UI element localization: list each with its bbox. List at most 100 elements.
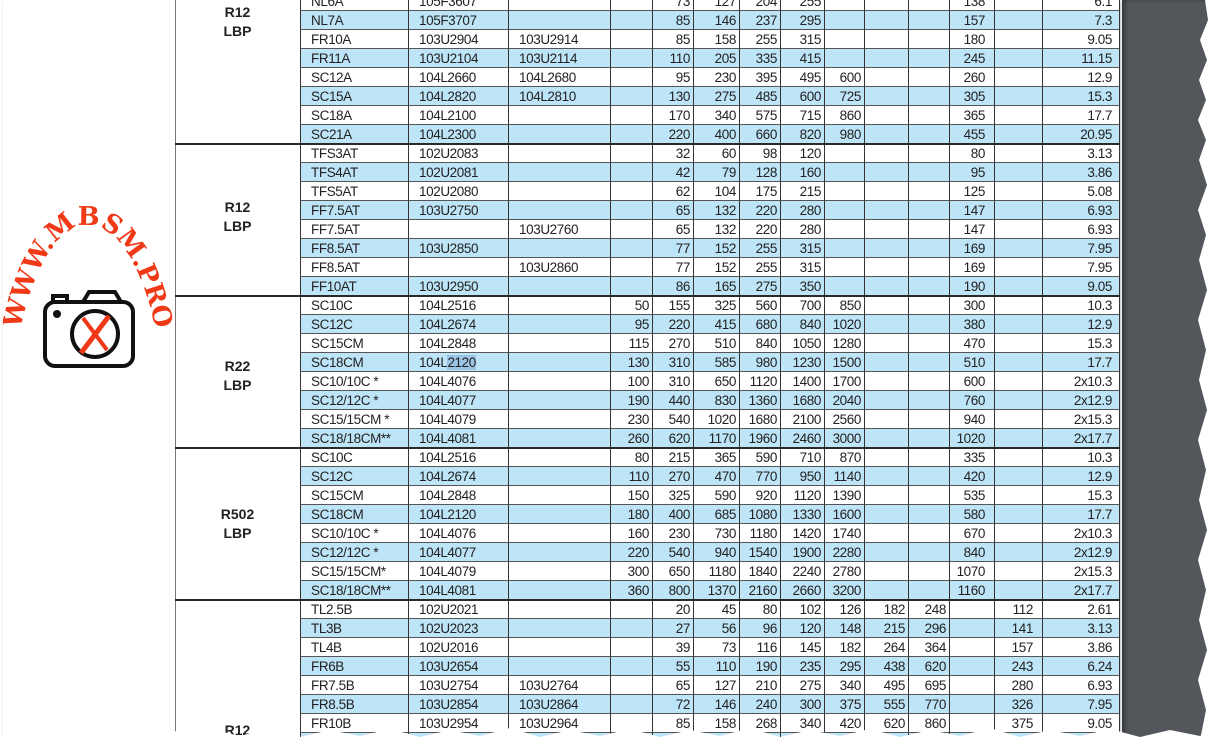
value-cell — [610, 201, 652, 220]
value-cell: 80 — [610, 448, 652, 467]
value-cell: 600 — [949, 372, 994, 391]
value-cell: 860 — [908, 714, 949, 733]
value-cell: 182 — [864, 600, 908, 619]
value-cell: 148 — [824, 619, 864, 638]
value-cell — [864, 391, 908, 410]
value-cell: 840 — [739, 334, 780, 353]
model-cell: SC10C — [300, 448, 408, 467]
value-cell: 310 — [652, 372, 693, 391]
model-cell: FR11A — [300, 49, 408, 68]
code-cell: 103U2114 — [508, 49, 610, 68]
value-cell: 325 — [693, 296, 739, 315]
value-cell: 2560 — [824, 410, 864, 429]
value-cell — [908, 448, 949, 467]
value-cell: 280 — [780, 220, 824, 239]
code-cell: 104L2680 — [508, 68, 610, 87]
value-cell — [610, 11, 652, 30]
code-cell — [408, 258, 508, 277]
code-cell: 104L2820 — [408, 87, 508, 106]
value-cell: 590 — [693, 486, 739, 505]
value-cell — [864, 201, 908, 220]
value-cell: 157 — [994, 638, 1042, 657]
code-cell — [508, 391, 610, 410]
value-cell — [908, 87, 949, 106]
value-cell: 39 — [652, 638, 693, 657]
code-cell: 102U2016 — [408, 638, 508, 657]
value-cell: 340 — [780, 714, 824, 733]
value-cell: 485 — [739, 87, 780, 106]
code-cell: 103U2104 — [408, 49, 508, 68]
table-row: FR7.5B 103U2754 103U2764 65 127 210 275 340 495 6… — [175, 676, 1120, 695]
table-row: TL2.5B 102U2021 20 45 80 102 126 182 248 112 2.61 — [175, 600, 1120, 619]
value-cell — [994, 68, 1042, 87]
value-cell — [824, 11, 864, 30]
value-cell: 100 — [610, 372, 652, 391]
watermark-text: WWW.MBSM.PRO — [3, 202, 173, 332]
value-cell: 3000 — [824, 429, 864, 448]
text-selection[interactable]: 2120 — [447, 355, 476, 370]
code-cell: 104L4077 — [408, 391, 508, 410]
value-cell — [908, 106, 949, 125]
value-cell: 495 — [780, 68, 824, 87]
table-row: SC18/18CM** 104L4081 360 800 1370 2160 2660 320… — [175, 581, 1120, 600]
table-row: SC18CM 104L2120 180 400 685 1080 1330 1600 580 17… — [175, 505, 1120, 524]
value-cell: 600 — [824, 68, 864, 87]
value-cell: 980 — [739, 353, 780, 372]
value-cell: 72 — [652, 695, 693, 714]
value-cell — [864, 410, 908, 429]
table-row: SC12/12C * 104L4077 190 440 830 1360 1680 2040 7… — [175, 391, 1120, 410]
code-cell: 103U2760 — [508, 220, 610, 239]
value-cell — [610, 87, 652, 106]
value-cell: 300 — [610, 562, 652, 581]
value-cell: 7.95 — [1042, 258, 1120, 277]
value-cell: 840 — [949, 543, 994, 562]
group-label-line: LBP — [223, 218, 252, 234]
value-cell: 146 — [693, 11, 739, 30]
value-cell: 850 — [824, 296, 864, 315]
value-cell: 160 — [780, 163, 824, 182]
value-cell: 555 — [864, 695, 908, 714]
value-cell: 230 — [610, 410, 652, 429]
value-cell: 268 — [739, 714, 780, 733]
table-row: FR6B 103U2654 55 110 190 235 295 438 620 243 6.24 — [175, 657, 1120, 676]
value-cell: 315 — [780, 258, 824, 277]
value-cell — [864, 334, 908, 353]
value-cell: 2x12.9 — [1042, 543, 1120, 562]
value-cell — [652, 733, 693, 740]
code-cell — [508, 0, 610, 11]
table-row: SC15/15CM* 104L4079 300 650 1180 1840 2240 2780… — [175, 562, 1120, 581]
value-cell: 296 — [908, 619, 949, 638]
model-cell: TFS3AT — [300, 144, 408, 163]
value-cell: 300 — [780, 695, 824, 714]
code-cell: 103U2854 — [408, 695, 508, 714]
value-cell: 2x15.3 — [1042, 562, 1120, 581]
value-cell: 650 — [693, 372, 739, 391]
value-cell: 85 — [652, 11, 693, 30]
value-cell — [908, 353, 949, 372]
code-cell — [508, 410, 610, 429]
value-cell: 255 — [780, 0, 824, 11]
value-cell: 141 — [994, 619, 1042, 638]
value-cell: 9.05 — [1042, 714, 1120, 733]
table-row: TL4B 102U2016 39 73 116 145 182 264 364 157 3.86 — [175, 638, 1120, 657]
value-cell — [864, 182, 908, 201]
value-cell: 180 — [610, 505, 652, 524]
value-cell: 120 — [780, 144, 824, 163]
value-cell: 110 — [610, 467, 652, 486]
code-cell: 104L2100 — [408, 106, 508, 125]
value-cell: 600 — [780, 87, 824, 106]
value-cell — [864, 144, 908, 163]
value-cell: 455 — [949, 125, 994, 144]
value-cell: 264 — [864, 638, 908, 657]
value-cell — [994, 106, 1042, 125]
value-cell: 158 — [693, 30, 739, 49]
value-cell: 7.3 — [1042, 11, 1120, 30]
value-cell — [949, 638, 994, 657]
value-cell — [994, 353, 1042, 372]
model-cell: NL6A — [300, 0, 408, 11]
model-cell: SC18/18CM** — [300, 429, 408, 448]
value-cell: 1500 — [824, 353, 864, 372]
table-row: FF8.5AT 103U2850 77 152 255 315 169 7.95 — [175, 239, 1120, 258]
value-cell — [994, 581, 1042, 600]
value-cell — [994, 543, 1042, 562]
